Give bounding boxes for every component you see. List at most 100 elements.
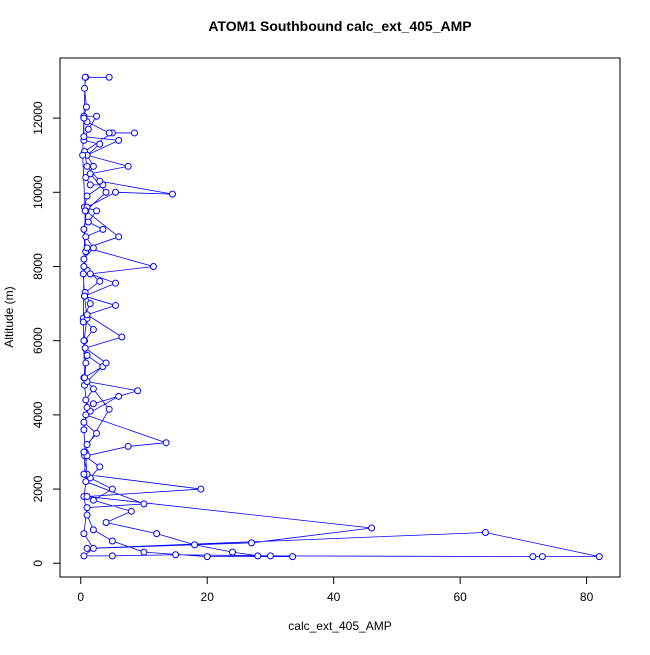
data-point (197, 485, 205, 493)
data-point (80, 470, 88, 478)
data-point (80, 418, 88, 426)
y-tick-label: 6000 (31, 327, 45, 354)
data-point (81, 292, 89, 300)
data-point (83, 492, 91, 500)
data-point (80, 133, 88, 141)
data-point (86, 170, 94, 178)
data-point (82, 396, 90, 404)
data-point (83, 192, 91, 200)
data-point (538, 553, 546, 561)
data-point (289, 553, 297, 561)
data-point (79, 270, 87, 278)
data-point (108, 552, 116, 560)
data-point (89, 162, 97, 170)
x-tick-label: 60 (453, 590, 467, 604)
data-point (102, 518, 110, 526)
data-point (93, 429, 101, 437)
data-point (89, 526, 97, 534)
data-point (108, 537, 116, 545)
data-point (102, 359, 110, 367)
data-point (105, 405, 113, 413)
data-point (89, 326, 97, 334)
x-tick-label: 40 (327, 590, 341, 604)
data-point (96, 277, 104, 285)
data-point (368, 524, 376, 532)
data-point (112, 301, 120, 309)
data-point (134, 387, 142, 395)
chart-title: ATOM1 Southbound calc_ext_405_AMP (208, 18, 471, 34)
data-point (82, 411, 90, 419)
data-point (105, 73, 113, 81)
data-point (82, 478, 90, 486)
data-point (83, 311, 91, 319)
data-point (82, 103, 90, 111)
data-point (595, 553, 603, 561)
data-point (83, 403, 91, 411)
data-point (105, 129, 113, 137)
data-point (80, 552, 88, 560)
data-point (89, 385, 97, 393)
data-point (89, 544, 97, 552)
data-point (80, 337, 88, 345)
data-point (80, 225, 88, 233)
data-point (481, 528, 489, 536)
x-axis-label: calc_ext_405_AMP (288, 619, 391, 633)
data-point (83, 504, 91, 512)
data-point (266, 552, 274, 560)
data-point (86, 300, 94, 308)
data-point (96, 140, 104, 148)
data-point (93, 112, 101, 120)
data-point (80, 262, 88, 270)
data-point (79, 318, 87, 326)
y-tick-label: 0 (31, 560, 45, 567)
y-tick-label: 2000 (31, 475, 45, 502)
data-point (124, 162, 132, 170)
data-point (149, 262, 157, 270)
data-point (83, 511, 91, 519)
data-point (124, 442, 132, 450)
x-tick-label: 20 (201, 590, 215, 604)
y-tick-label: 8000 (31, 253, 45, 280)
data-point (99, 225, 107, 233)
data-point (127, 507, 135, 515)
data-point (118, 333, 126, 341)
y-tick-label: 10000 (31, 175, 45, 209)
data-point (80, 114, 88, 122)
data-point (81, 84, 89, 92)
data-point (108, 485, 116, 493)
data-point (83, 352, 91, 360)
data-point (229, 548, 237, 556)
data-point (83, 162, 91, 170)
data-point (153, 530, 161, 538)
data-point (82, 359, 90, 367)
data-point (130, 129, 138, 137)
y-tick-label: 4000 (31, 401, 45, 428)
y-tick-label: 12000 (31, 101, 45, 135)
data-point (112, 279, 120, 287)
data-point (102, 188, 110, 196)
data-point (96, 177, 104, 185)
data-point (96, 463, 104, 471)
data-point (191, 541, 199, 549)
data-point (254, 552, 262, 560)
data-point (89, 400, 97, 408)
data-point (172, 551, 180, 559)
data-point (80, 448, 88, 456)
data-point (81, 207, 89, 215)
data-point (89, 244, 97, 252)
data-point (82, 233, 90, 241)
data-point (112, 188, 120, 196)
data-point (86, 270, 94, 278)
data-point (80, 426, 88, 434)
data-point (162, 439, 170, 447)
data-point (80, 530, 88, 538)
data-point (84, 125, 92, 133)
data-point (83, 244, 91, 252)
y-axis-label: Altitude (m) (2, 286, 16, 347)
data-point (115, 136, 123, 144)
data-point (89, 496, 97, 504)
data-point (84, 218, 92, 226)
plot-frame (59, 57, 621, 578)
data-point (82, 173, 90, 181)
